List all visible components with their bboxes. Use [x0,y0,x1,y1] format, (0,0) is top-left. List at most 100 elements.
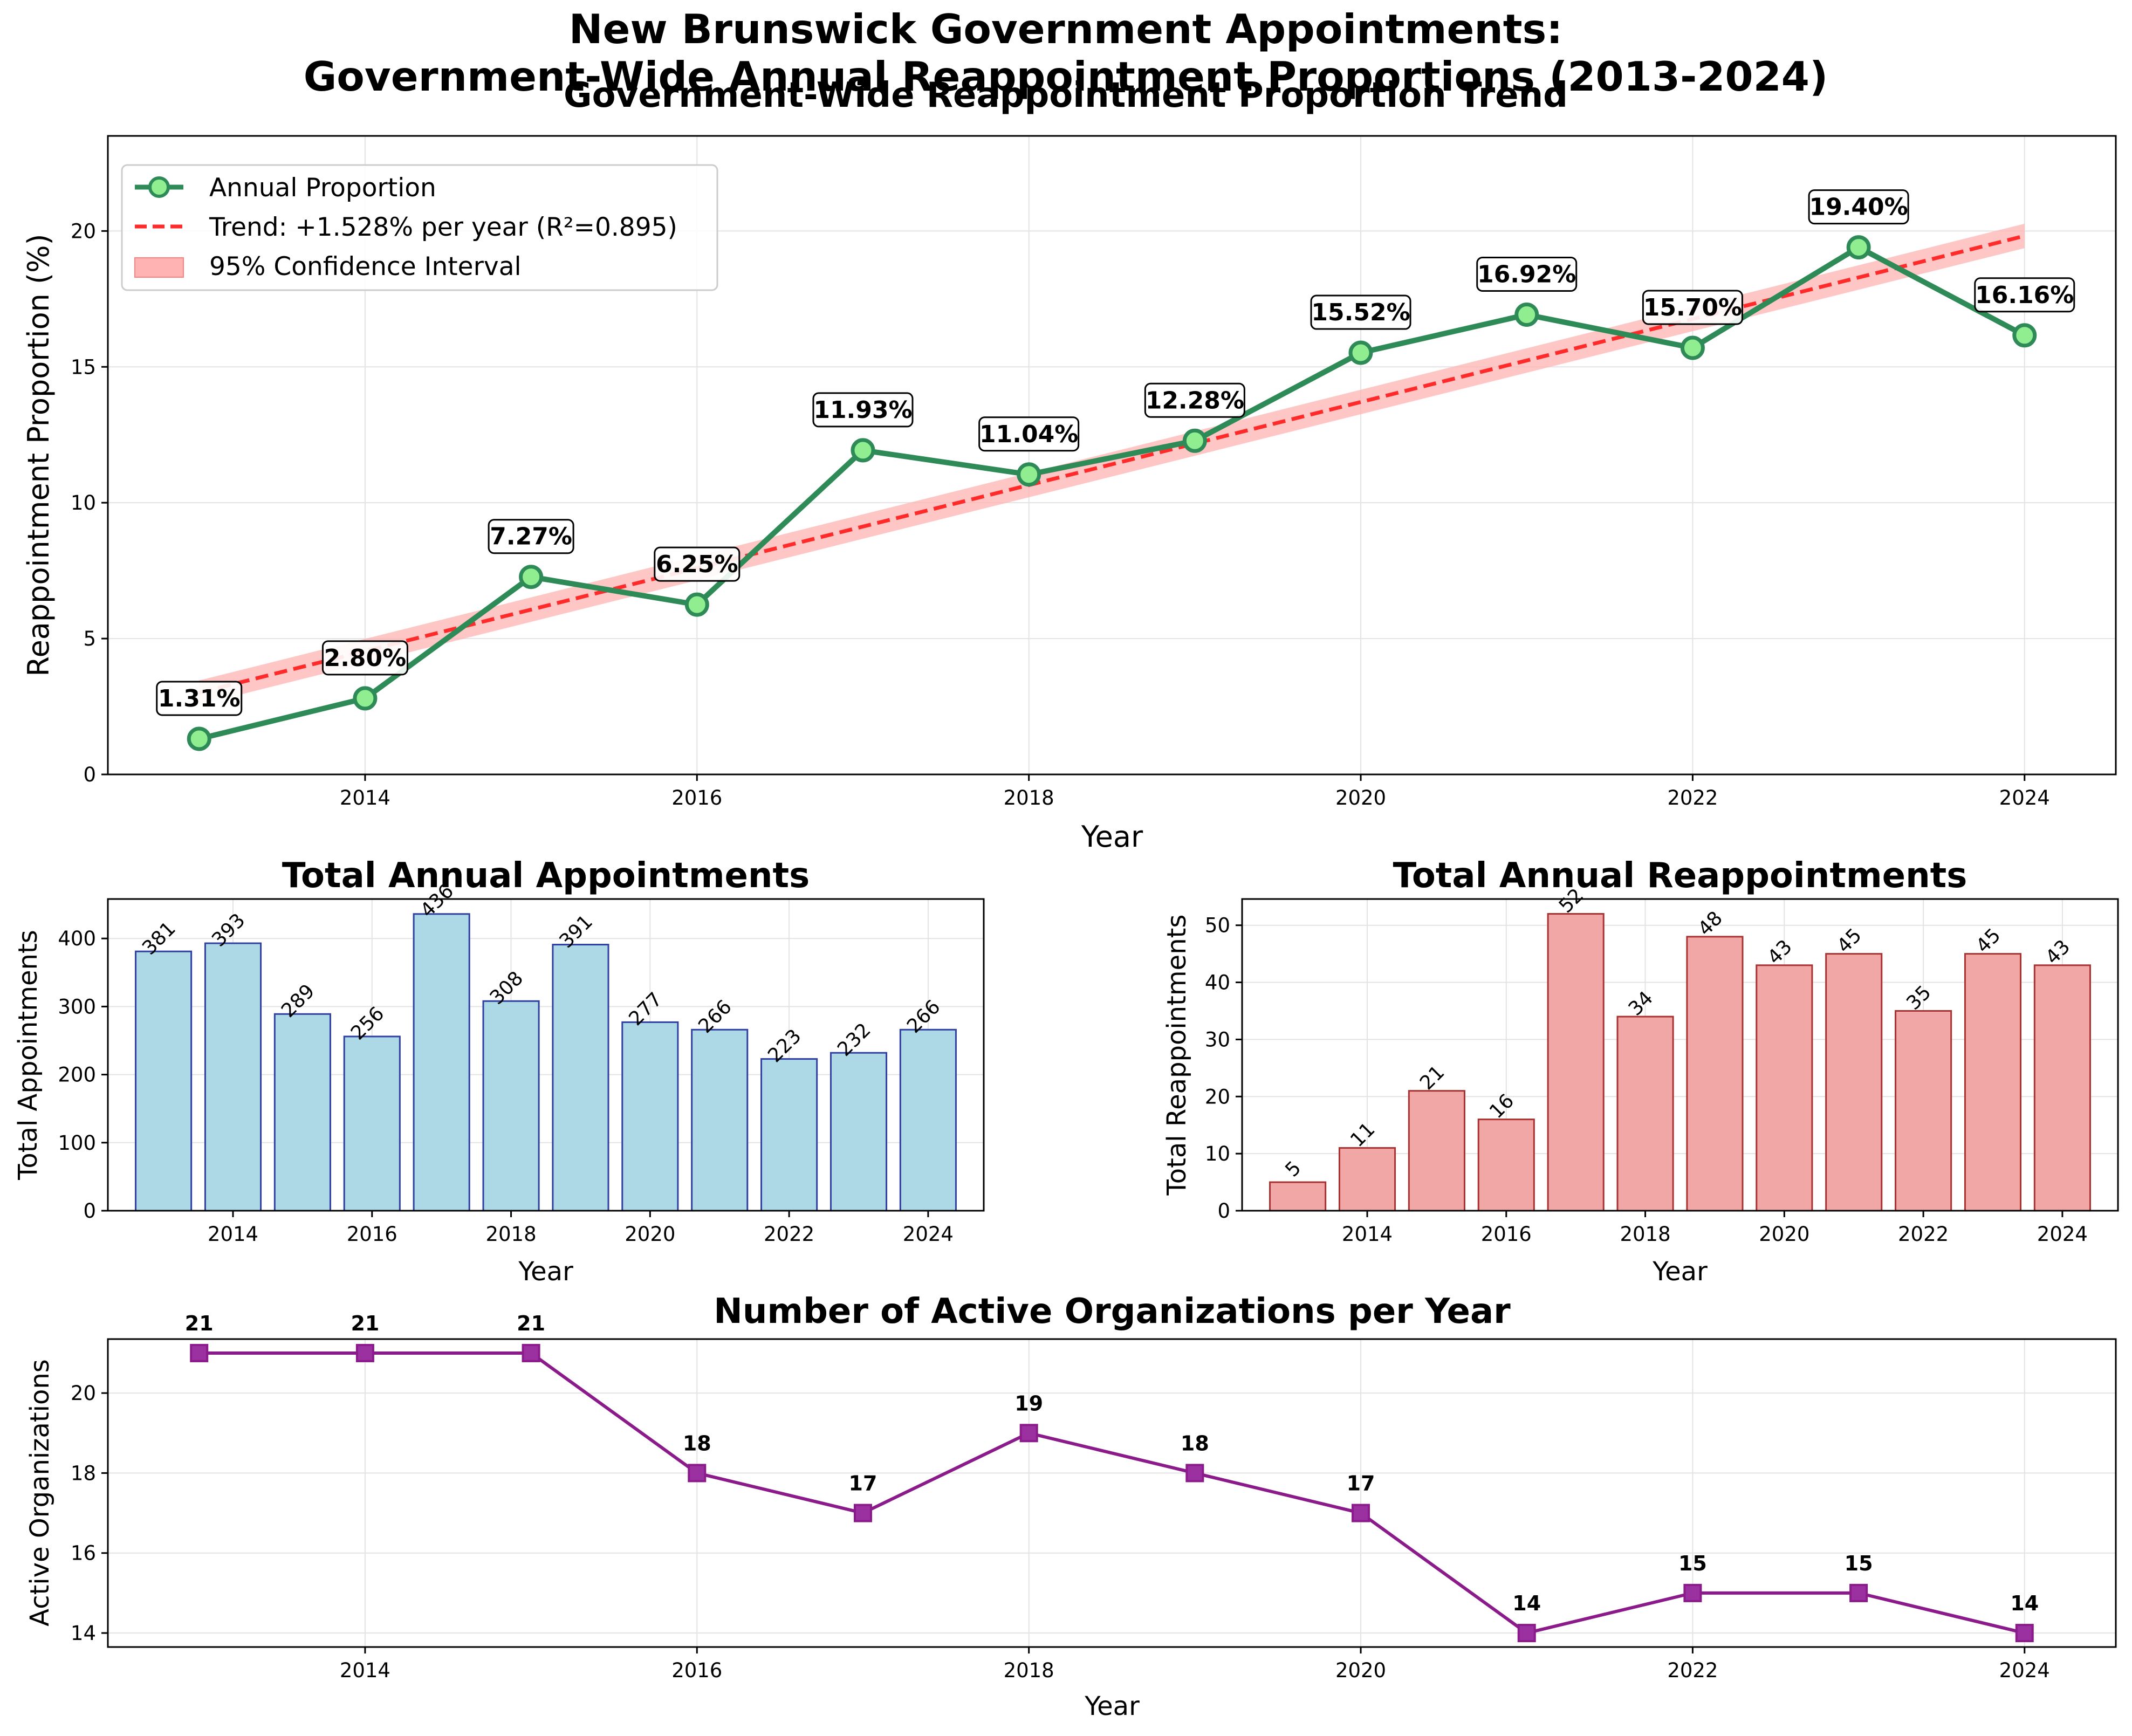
x-tick-label: 2016 [671,786,722,809]
bar [1616,1015,1674,1212]
x-tick-label: 2024 [1999,786,2050,809]
proportion-y-axis-label: Reappointment Proportion (%) [22,234,56,676]
y-tick-label: 20 [71,1382,96,1405]
x-tick-label: 2020 [1335,1659,1386,1682]
x-tick-label: 2022 [1898,1223,1949,1246]
proportion-label-text: 6.25% [656,551,738,578]
reappointments-bar-chart: Total Annual Reappointments 511211652344… [1162,856,2119,1287]
organizations-point [2015,1624,2034,1643]
organizations-data-label: 14 [2010,1591,2039,1615]
organizations-plot-frame [107,1338,2117,1648]
bar [899,1028,957,1212]
appointments-bar-chart: Total Annual Appointments 381 39328925643… [13,856,985,1287]
proportion-label-text: 19.40% [1809,194,1908,221]
annual-proportion-point [1514,303,1539,327]
x-tick-label: 2024 [1999,1659,2050,1682]
appointments-chart-title: Total Annual Appointments [282,856,810,896]
proportion-label-box [1974,277,2075,313]
x-tick-label: 2020 [1759,1223,1809,1246]
reappointments-y-axis-label: Total Reappointments [1162,915,1192,1196]
x-tick-label: 2024 [903,1223,954,1246]
proportion-label-text: 15.52% [1311,299,1410,326]
organizations-data-label: 18 [1181,1431,1209,1455]
organizations-x-ticks: 2014 2016 2018 2020 2022 2024 [340,1647,2050,1682]
legend-label-trend: Trend: +1.528% per year (R²=0.895) [209,212,677,242]
reappointments-plot-frame [1241,898,2119,1212]
active-organizations-chart: 21 21 21 18 17 19 18 17 14 15 15 14 Number of Activ… [25,1292,2117,1721]
y-tick-label: 10 [1205,1142,1230,1165]
bar [1964,953,2022,1212]
annual-proportion-point [851,438,875,463]
bar [482,1000,540,1212]
y-tick-label: 10 [71,491,96,514]
y-tick-label: 30 [1205,1028,1230,1051]
proportion-label-box [812,392,914,428]
y-tick-label: 50 [1205,914,1230,937]
annual-proportion-point [353,686,378,711]
x-tick-label: 2018 [1004,1659,1054,1682]
proportion-label-box [1310,294,1411,330]
y-tick-label: 20 [1205,1085,1230,1108]
bar [343,1035,401,1212]
organizations-data-label: 17 [849,1472,878,1495]
bar [1895,1010,1952,1212]
bar [413,913,470,1212]
proportion-data-label: 19.40% [1808,189,1909,225]
x-tick-label: 2020 [625,1223,675,1246]
organizations-point [1185,1464,1204,1483]
proportion-label-text: 11.04% [979,421,1078,448]
annual-proportion-point [684,592,709,617]
y-tick-label: 20 [71,219,96,243]
appointments-bars [135,913,957,1212]
organizations-data-label: 14 [1512,1591,1541,1615]
annual-proportion-point [1846,235,1871,260]
proportion-chart-title: Government-Wide Reappointment Proportion… [564,76,1568,115]
organizations-data-label: 21 [185,1312,214,1335]
bar [1756,964,1813,1212]
x-tick-label: 2018 [485,1223,536,1246]
bar [273,1013,331,1212]
y-tick-label: 18 [71,1461,96,1485]
reappointments-chart-title: Total Annual Reappointments [1393,856,1968,896]
organizations-point [1517,1624,1536,1643]
organizations-points [190,1343,2034,1643]
x-tick-label: 2014 [340,786,390,809]
proportion-label-text: 7.27% [490,523,572,551]
y-tick-label: 16 [71,1542,96,1565]
annual-proportion-points [187,235,2037,751]
organizations-data-label: 15 [1845,1552,1873,1575]
proportion-label-box [1808,189,1909,225]
bar [1547,913,1605,1212]
x-tick-label: 2016 [1481,1223,1532,1246]
trend-line [198,234,2025,695]
proportion-data-label: 16.16% [1974,277,2075,313]
organizations-point [1019,1424,1038,1443]
annual-proportion-point [187,726,211,751]
x-tick-label: 2016 [671,1659,722,1682]
x-tick-label: 2022 [764,1223,814,1246]
organizations-data-label: 21 [351,1312,379,1335]
proportion-label-text: 11.93% [813,396,912,424]
proportion-label-box [978,416,1080,452]
organizations-labels: 21 21 21 18 17 19 18 17 14 15 15 14 [185,1312,2039,1615]
figure-title-line1: New Brunswick Government Appointments: [569,5,1562,53]
x-tick-label: 2018 [1620,1223,1670,1246]
reappointments-x-axis-label: Year [1652,1257,1708,1287]
organizations-x-axis-label: Year [1084,1691,1140,1721]
organizations-y-axis-label: Active Organizations [25,1359,55,1627]
organizations-point [190,1343,209,1362]
proportion-data-label: 6.25% [654,546,741,582]
proportion-label-box [156,681,243,716]
organizations-point [853,1504,872,1522]
organizations-chart-title: Number of Active Organizations per Year [714,1292,1511,1332]
annual-proportion-point [1017,462,1041,487]
proportion-x-ticks: 2014 2016 2018 2020 2022 2024 [340,774,2050,809]
organizations-point [1683,1583,1702,1602]
organizations-line [199,1351,2025,1635]
appointments-plot-frame [107,898,985,1212]
bar [830,1052,888,1212]
organizations-gridlines [108,1339,2116,1647]
proportion-label-text: 2.80% [324,644,407,672]
reappointments-bars [1269,913,2091,1212]
legend-label-annual: Annual Proportion [209,173,436,203]
